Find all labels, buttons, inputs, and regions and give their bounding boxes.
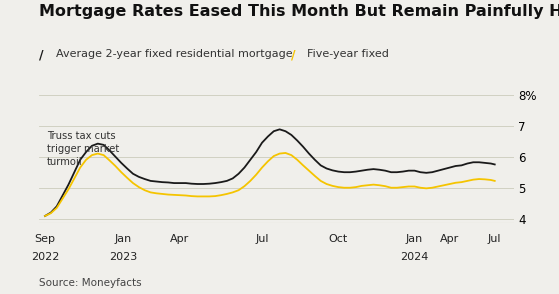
Text: Jan: Jan: [406, 235, 423, 245]
Text: 2024: 2024: [400, 253, 429, 263]
Text: Apr: Apr: [170, 235, 190, 245]
Text: Truss tax cuts
trigger market
turmoil: Truss tax cuts trigger market turmoil: [47, 131, 119, 167]
Text: Jul: Jul: [488, 235, 501, 245]
Text: Sep: Sep: [35, 235, 55, 245]
Text: Oct: Oct: [329, 235, 348, 245]
Text: Mortgage Rates Eased This Month But Remain Painfully High: Mortgage Rates Eased This Month But Rema…: [39, 4, 559, 19]
Text: 2022: 2022: [31, 253, 59, 263]
Text: Apr: Apr: [440, 235, 459, 245]
Text: Five-year fixed: Five-year fixed: [307, 49, 389, 59]
Text: /: /: [291, 49, 295, 61]
Text: /: /: [39, 49, 44, 61]
Text: Source: Moneyfacts: Source: Moneyfacts: [39, 278, 142, 288]
Text: Average 2-year fixed residential mortgage: Average 2-year fixed residential mortgag…: [56, 49, 292, 59]
Text: Jan: Jan: [115, 235, 132, 245]
Text: Jul: Jul: [255, 235, 269, 245]
Text: 2023: 2023: [109, 253, 138, 263]
